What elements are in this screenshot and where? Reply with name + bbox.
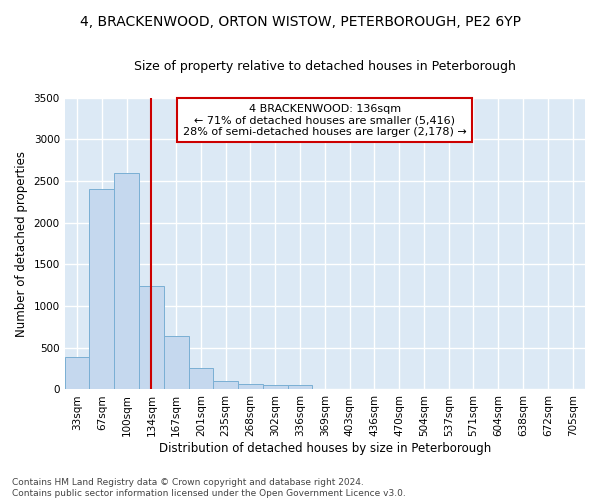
Text: Contains HM Land Registry data © Crown copyright and database right 2024.
Contai: Contains HM Land Registry data © Crown c…	[12, 478, 406, 498]
Y-axis label: Number of detached properties: Number of detached properties	[15, 150, 28, 336]
Bar	[139, 286, 164, 390]
Bar	[89, 190, 114, 390]
Bar	[164, 336, 188, 390]
Bar	[238, 384, 263, 390]
X-axis label: Distribution of detached houses by size in Peterborough: Distribution of detached houses by size …	[159, 442, 491, 455]
Bar	[263, 385, 287, 390]
Text: 4, BRACKENWOOD, ORTON WISTOW, PETERBOROUGH, PE2 6YP: 4, BRACKENWOOD, ORTON WISTOW, PETERBOROU…	[79, 15, 521, 29]
Bar	[114, 173, 139, 390]
Bar	[188, 368, 214, 390]
Bar	[287, 386, 313, 390]
Bar	[214, 381, 238, 390]
Title: Size of property relative to detached houses in Peterborough: Size of property relative to detached ho…	[134, 60, 516, 73]
Bar	[65, 357, 89, 390]
Text: 4 BRACKENWOOD: 136sqm
← 71% of detached houses are smaller (5,416)
28% of semi-d: 4 BRACKENWOOD: 136sqm ← 71% of detached …	[183, 104, 467, 137]
